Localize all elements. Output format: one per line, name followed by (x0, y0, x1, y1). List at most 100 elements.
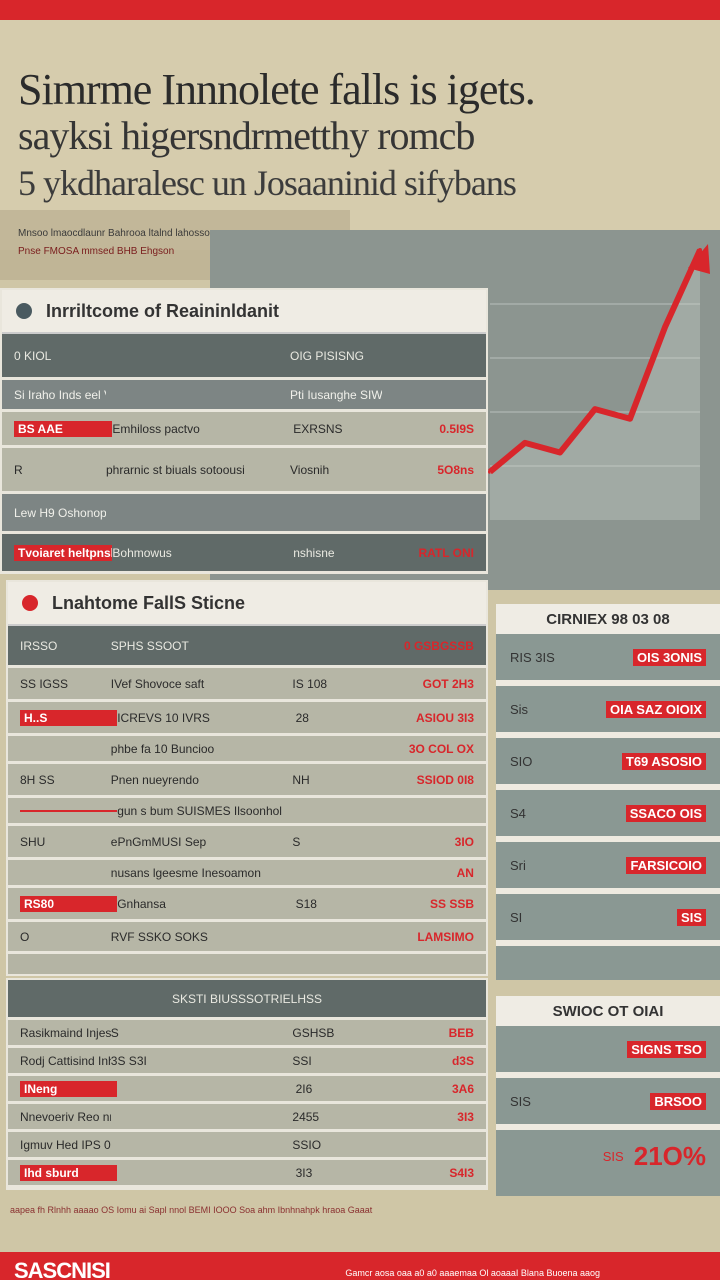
side-row: Sri FARSICOIO (496, 842, 720, 894)
table-row: Rasikmaind Injes ei Bhinvet HiyS GSHSB BEB (8, 1020, 486, 1048)
side-row-value: SIGNS TSO (627, 1040, 706, 1058)
income-card-header: Inrriltcome of Reaininldanit (2, 290, 486, 334)
side-row-value: OIA SAZ OIOIX (606, 700, 706, 718)
table-cell: Pti Iusanghe SIWRelioone (290, 387, 382, 402)
side-big-value-row: SIS 21O% (496, 1130, 720, 1182)
table-row: Nnevoeriv Reo nnebit boal 2455 3I3 (8, 1104, 486, 1132)
side-row: RIS 3IS OIS 3ONIS (496, 634, 720, 686)
table-row: gun s bum SUISMES Ilsoonhol (8, 798, 486, 826)
table-cell: IVef Shovoce saft (110, 676, 205, 691)
table-cell: 0 KIOL (14, 348, 52, 363)
table-cell: Gnhansa (117, 896, 166, 911)
table-cell: OIG PISISNG (290, 348, 365, 363)
side-row: SIO T69 ASOSIO (496, 738, 720, 790)
table-cell: nusans lgeesme Inesoamon (110, 865, 261, 880)
table-cell: phbe fa 10 Buncioo (110, 741, 215, 756)
headline-line-2: sayksi higersndrmetthy romcb (18, 113, 475, 158)
falls-card-title: Lnahtome FallS Sticne (52, 592, 246, 613)
side-row-label: Sri (510, 857, 526, 873)
table-cell: SSI (292, 1053, 312, 1068)
bottom-accent-bar (0, 1252, 720, 1280)
table-cell: 0.5I9S (439, 421, 475, 436)
table-cell: S18 (295, 896, 317, 911)
table-cell: 3IO (454, 834, 474, 849)
table-row: Rodj Cattisind Inhgs Nai3S S3I SSI d3S (8, 1048, 486, 1076)
table-row: Lew H9 Oshonopest (2, 494, 486, 534)
table-cell: LAMSIMO (417, 929, 474, 944)
side-row-value: OIS 3ONIS (632, 648, 706, 666)
table-row: SHU ePnGmMUSI Sep S 3IO (8, 826, 486, 860)
headline-line-3: 5 ykdharalesc un Josaaninid sifybans (18, 163, 517, 203)
table-cell: 0 GSBGSSB (403, 638, 474, 653)
table-row: SS IGSS IVef Shovoce saft IS 108 GOT 2H3 (8, 668, 486, 702)
table-cell: 3I3 (457, 1109, 474, 1124)
table-cell: d3S (451, 1053, 474, 1068)
table-cell: Igmuv Hed IPS 0OII ISKHSS (20, 1137, 111, 1152)
side-row-label: Sis (510, 701, 529, 717)
table-cell: BEB (448, 1025, 474, 1040)
table-cell: Rodj Cattisind Inhgs Nai (20, 1053, 111, 1068)
fine-print: aapea fh Rlnhh aaaao OS Iomu ai Sapl nno… (10, 1205, 373, 1215)
side-row-label: SI (510, 909, 523, 925)
table-cell: 3I3 (295, 1165, 313, 1180)
table-cell: S (292, 834, 301, 849)
table-cell: GOT 2H3 (422, 676, 474, 691)
table-row: IRSSO SPHS SSOOT 0 GSBGSSB (8, 626, 486, 668)
table-cell: phrarnic st biuals sotoousi (106, 462, 245, 477)
table-cell: R (14, 462, 23, 477)
table-cell: 3A6 (452, 1081, 475, 1096)
table-cell: BS AAE (14, 420, 113, 437)
side-row-label: SIS (510, 1093, 531, 1109)
table-cell: Rasikmaind Injes ei Bhinvet Hiy (20, 1025, 111, 1040)
income-card-title: Inrriltcome of Reaininldanit (46, 300, 280, 321)
table-cell: IS 108 (292, 676, 328, 691)
table-cell: IRSSO (20, 638, 58, 653)
top-accent-bar (0, 0, 720, 20)
table-cell: Nnevoeriv Reo nnebit boal (20, 1109, 111, 1124)
side-big-value: 21O% (633, 1140, 706, 1171)
table-cell: SSIO (292, 1137, 322, 1152)
table-row: phbe fa 10 Buncioo 3O COL OX (8, 736, 486, 764)
table-cell: S4I3 (449, 1165, 475, 1180)
table-cell: gun s bum SUISMES Ilsoonhol (117, 803, 282, 818)
trend-series-line (488, 248, 703, 475)
table-row: nusans lgeesme Inesoamon AN (8, 860, 486, 888)
table-row: RS80 Gnhansa S18 SS SSB (8, 888, 486, 922)
table-cell: Emhiloss pactvo (112, 421, 200, 436)
table-cell (20, 809, 118, 812)
table-cell: Bohmowus (112, 545, 172, 560)
summary-card: SKSTI BIUSSSOTRIELHSS Rasikmaind Injes e… (6, 978, 488, 1190)
table-row: BS AAE Emhiloss pactvo EXRSNS 0.5I9S (2, 412, 486, 448)
footer-logo: SASCNISI (14, 1258, 111, 1280)
trend-line-chart (488, 244, 710, 520)
table-row: 8H SS Pnen nueyrendo NH SSIOD 0I8 (8, 764, 486, 798)
side-row: S4 SSACO OIS (496, 790, 720, 842)
table-cell: SSIOD 0I8 (416, 772, 474, 787)
table-cell: 28 (295, 710, 309, 725)
table-cell: 3S S3I (110, 1053, 147, 1068)
table-cell: ASIOU 3I3 (415, 710, 475, 725)
table-cell: O (20, 929, 30, 944)
table-cell: AN (456, 865, 474, 880)
table-cell: Lew H9 Oshonopest (14, 505, 106, 520)
side-row-value: FARSICOIO (626, 856, 706, 874)
table-cell: NH (292, 772, 310, 787)
table-cell: Ihd sburd (20, 1164, 118, 1181)
side-row-value: SIS (677, 908, 706, 926)
table-cell: Viosnih (290, 462, 330, 477)
side-panel-summary: SWIOC OT OIAI SIGNS TSO SIS BRSOO SIS 21O% (496, 996, 720, 1196)
table-cell: 2455 (292, 1109, 320, 1124)
trend-area-fill (490, 250, 700, 520)
trend-arrow-icon (688, 244, 710, 274)
falls-card-header: Lnahtome FallS Sticne (8, 582, 486, 626)
side-row-label: RIS 3IS (510, 649, 555, 665)
side-row-value: T69 ASOSIO (621, 752, 706, 770)
footer-text: Gamcr aosa oaa a0 a0 aaaemaa Ol aoaaaI B… (345, 1268, 600, 1278)
table-cell: EXRSNS (293, 421, 343, 436)
table-cell: Si Iraho Inds eel Vraohhh (14, 387, 106, 402)
table-cell: H..S (20, 709, 118, 726)
summary-card-title: SKSTI BIUSSSOTRIELHSS (8, 980, 486, 1020)
side-panel-rates: CIRNIEX 98 03 08 RIS 3IS OIS 3ONIS Sis OIA … (496, 604, 720, 980)
side-row-label: S4 (510, 805, 526, 821)
